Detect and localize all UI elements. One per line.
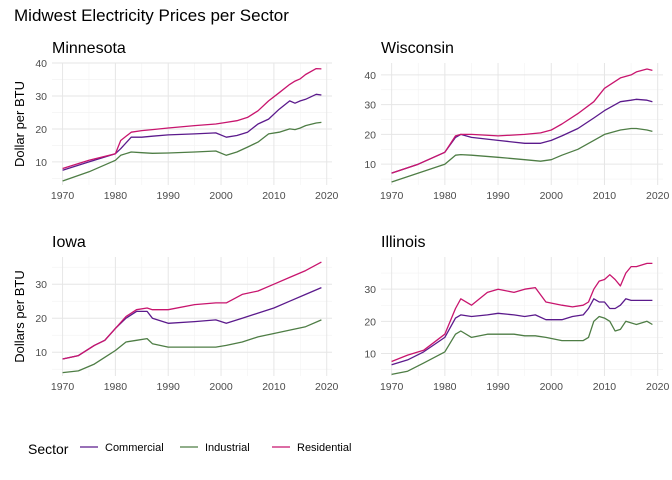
panel-title-illinois: Illinois (381, 234, 425, 251)
y-tick-label: 30 (35, 279, 47, 291)
x-tick-label: 1970 (51, 381, 75, 393)
x-tick-label: 1970 (51, 190, 75, 202)
series-line-industrial-wisconsin (391, 127, 653, 183)
series-line-residential-wisconsin (391, 68, 653, 174)
y-axis-label-minnesota: Dollar per BTU (12, 81, 27, 167)
y-tick-label: 30 (364, 100, 376, 112)
x-tick-label: 2000 (209, 381, 233, 393)
figure-title: Midwest Electricity Prices per Sector (14, 6, 289, 25)
series-line-commercial-minnesota (62, 93, 322, 171)
legend-label-industrial: Industrial (205, 442, 250, 454)
series-line-commercial-iowa (62, 287, 322, 360)
panel-title-iowa: Iowa (52, 234, 86, 251)
y-tick-label: 20 (35, 124, 47, 136)
sector-legend: Sector Commercial Industrial Residential (28, 441, 351, 457)
panel-iowa: 1970 1980 1990 2000 2010 2020 10 20 30 Iowa Dollar… (12, 234, 339, 393)
x-tick-label: 2000 (209, 190, 233, 202)
y-tick-label: 10 (35, 347, 47, 359)
series-line-industrial-illinois (391, 315, 653, 376)
series-line-industrial-iowa (62, 319, 322, 374)
y-tick-label: 30 (35, 91, 47, 103)
legend-title: Sector (28, 441, 69, 457)
series-line-industrial-minnesota (62, 121, 322, 182)
panel-illinois: 1970 1980 1990 2000 2010 2020 10 20 30 Illinois (364, 234, 669, 393)
y-tick-label: 20 (364, 316, 376, 328)
panel-minnesota: 1970 1980 1990 2000 2010 2020 10 20 30 40 Minnesot… (12, 40, 339, 202)
y-tick-label: 10 (364, 159, 376, 171)
x-tick-label: 1990 (157, 381, 181, 393)
x-tick-label: 1990 (486, 381, 510, 393)
x-tick-label: 2020 (646, 190, 670, 202)
legend-label-residential: Residential (297, 442, 351, 454)
series-line-residential-iowa (62, 261, 322, 360)
legend-label-commercial: Commercial (105, 442, 164, 454)
y-tick-label: 20 (364, 129, 376, 141)
facet-panels: 1970 1980 1990 2000 2010 202010203040Minnesot… (12, 40, 670, 393)
series-line-commercial-wisconsin (391, 98, 653, 174)
series-line-residential-illinois (391, 262, 653, 363)
x-tick-label: 1980 (104, 381, 128, 393)
panel-title-wisconsin: Wisconsin (381, 40, 454, 57)
y-tick-label: 20 (35, 313, 47, 325)
x-tick-label: 2020 (646, 381, 670, 393)
y-tick-label: 30 (364, 284, 376, 296)
panel-wisconsin: 1970 1980 1990 2000 2010 2020 10 20 30 40 Wisconsi… (364, 40, 669, 202)
y-tick-label: 10 (364, 348, 376, 360)
y-tick-label: 10 (35, 157, 47, 169)
y-tick-label: 40 (364, 70, 376, 82)
x-tick-label: 2010 (593, 381, 617, 393)
x-tick-label: 2010 (262, 381, 286, 393)
y-tick-label: 40 (35, 58, 47, 70)
x-tick-label: 1970 (380, 190, 404, 202)
x-tick-label: 1980 (433, 190, 457, 202)
panel-title-minnesota: Minnesota (52, 40, 126, 57)
x-tick-label: 1970 (380, 381, 404, 393)
x-tick-label: 2020 (315, 190, 339, 202)
x-tick-label: 1990 (157, 190, 181, 202)
x-tick-label: 2020 (315, 381, 339, 393)
x-tick-label: 2000 (540, 381, 564, 393)
x-tick-label: 2010 (593, 190, 617, 202)
series-line-residential-minnesota (62, 67, 322, 170)
x-tick-label: 1980 (433, 381, 457, 393)
x-tick-label: 2000 (540, 190, 564, 202)
x-tick-label: 1990 (486, 190, 510, 202)
x-tick-label: 2010 (262, 190, 286, 202)
y-axis-label-iowa: Dollars per BTU (12, 270, 27, 362)
series-line-commercial-illinois (391, 298, 653, 366)
x-tick-label: 1980 (104, 190, 128, 202)
